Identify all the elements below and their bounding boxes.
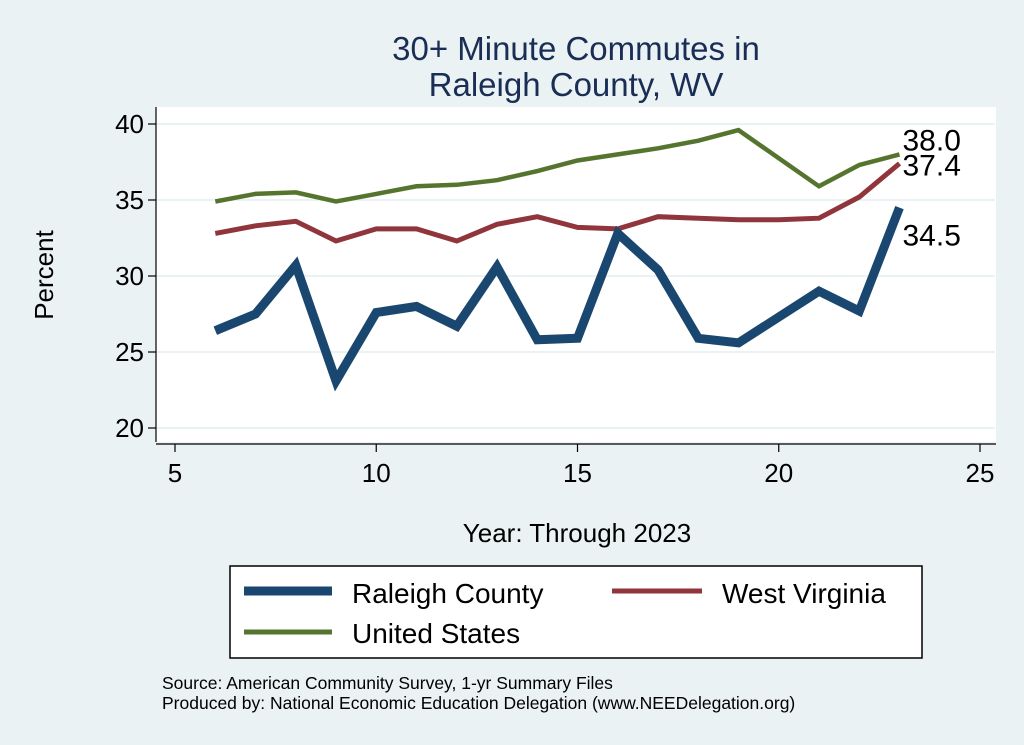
x-axis-title: Year: Through 2023 xyxy=(463,518,691,548)
end-labels: 34.5 37.438.0 xyxy=(903,124,961,252)
end-label-west-virginia: 37.4 xyxy=(903,150,961,183)
end-label-raleigh-county: 34.5 xyxy=(903,220,961,253)
end-label-united-states: 38.0 xyxy=(903,124,961,157)
y-tick-label-40: 40 xyxy=(115,109,144,139)
producer-line: Produced by: National Economic Education… xyxy=(162,693,795,713)
legend: Raleigh County West Virginia United Stat… xyxy=(229,565,923,659)
series-lines xyxy=(213,127,904,392)
legend-label-united-states: United States xyxy=(352,618,520,649)
y-tick-label-30: 30 xyxy=(115,261,144,291)
series-line-west-virginia xyxy=(214,161,902,244)
axes: 20 25 30 35 40 5 10 15 20 25 xyxy=(115,107,996,488)
legend-label-west-virginia: West Virginia xyxy=(722,578,886,609)
source-line: Source: American Community Survey, 1-yr … xyxy=(162,673,613,693)
x-tick-label-20: 20 xyxy=(764,458,793,488)
legend-label-raleigh-county: Raleigh County xyxy=(352,578,543,609)
y-tick-label-25: 25 xyxy=(115,337,144,367)
y-tick-label-35: 35 xyxy=(115,185,144,215)
x-tick-label-25: 25 xyxy=(966,458,995,488)
x-tick-label-10: 10 xyxy=(362,458,391,488)
series-line-raleigh-county xyxy=(213,205,904,392)
y-tick-label-20: 20 xyxy=(115,413,144,443)
series-line-united-states xyxy=(214,127,901,204)
chart-title-line-1: 30+ Minute Commutes in xyxy=(392,30,760,67)
x-tick-label-5: 5 xyxy=(168,458,182,488)
chart-title-line-2: Raleigh County, WV xyxy=(429,66,724,103)
x-tick-label-15: 15 xyxy=(563,458,592,488)
legend-box xyxy=(229,565,923,659)
y-axis-title: Percent xyxy=(29,229,59,319)
